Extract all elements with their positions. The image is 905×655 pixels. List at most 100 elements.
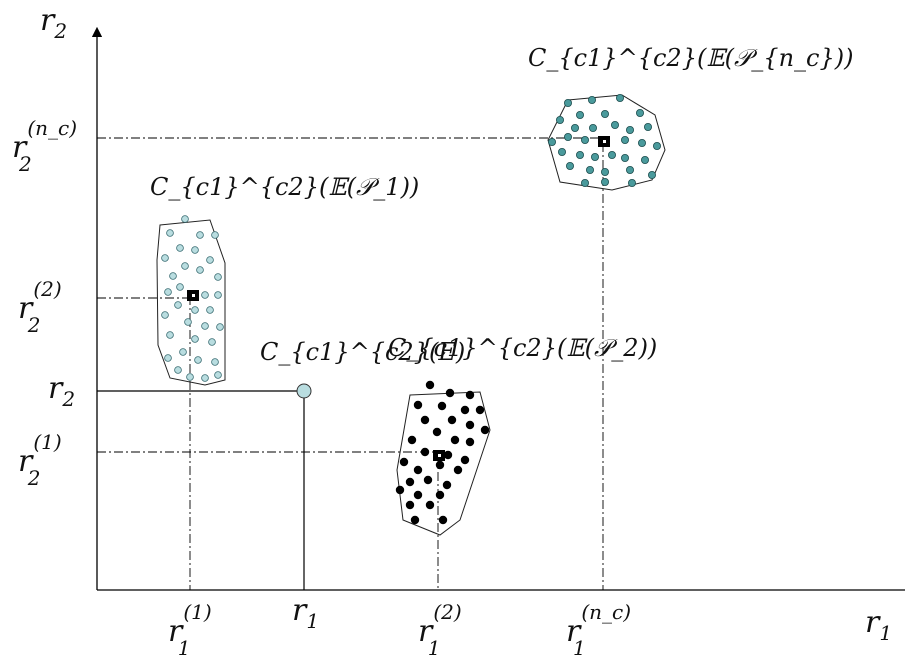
cluster-2-point-19: [413, 465, 423, 475]
cluster-nc-point-21: [608, 150, 617, 159]
cluster-1-point-23: [166, 331, 174, 339]
cluster-2-point-14: [465, 437, 475, 447]
cluster-2-point-15: [420, 447, 430, 457]
centroid-cluster-nc-dot: [603, 140, 606, 143]
cluster-nc-point-4: [601, 110, 610, 119]
cluster-1-point-20: [184, 318, 192, 326]
cluster-nc-point-29: [581, 178, 590, 187]
centroid-cluster-1-dot: [192, 294, 195, 297]
cluster-nc-point-14: [581, 135, 590, 144]
cluster-1-point-6: [161, 254, 169, 262]
cluster-1-points: [161, 215, 224, 382]
cluster-2-point-25: [395, 485, 405, 495]
cluster-2-point-27: [435, 490, 445, 500]
cluster-2-point-3: [413, 400, 423, 410]
cluster-nc-point-10: [626, 126, 635, 135]
point-e-lines: [97, 390, 305, 590]
annotation-cluster-2: C_{c1}^{c2}(𝔼(𝒫_2)): [388, 334, 657, 362]
cluster-nc-point-15: [621, 135, 630, 144]
x-tick-r1-2: r(2) 1: [418, 600, 462, 655]
y-tick-r2-1: r(1) 2: [18, 430, 62, 490]
cluster-2-point-11: [480, 425, 490, 435]
cluster-1-point-9: [196, 266, 204, 274]
cluster-2-point-26: [413, 490, 423, 500]
cluster-1-point-7: [206, 256, 214, 264]
cluster-1-point-19: [161, 311, 169, 319]
cluster-2-point-29: [425, 500, 435, 510]
annotation-cluster-1: C_{c1}^{c2}(𝔼(𝒫_1)): [150, 173, 419, 201]
cluster-1-point-2: [196, 231, 204, 239]
cluster-nc-point-22: [621, 153, 630, 162]
cluster-nc-point-12: [548, 137, 557, 146]
cluster-1-point-4: [176, 244, 184, 252]
cluster-1-point-11: [214, 273, 222, 281]
cluster-1-point-21: [201, 322, 209, 330]
cluster-nc-point-25: [586, 165, 595, 174]
cluster-nc-point-16: [638, 138, 647, 147]
cluster-2-point-13: [450, 435, 460, 445]
x-axis-label: r1: [865, 605, 892, 645]
cluster-nc-point-2: [616, 94, 625, 103]
cluster-1-point-22: [216, 323, 224, 331]
cluster-nc-point-27: [626, 165, 635, 174]
cluster-1-point-10: [169, 272, 177, 280]
cluster-nc-point-3: [576, 111, 585, 120]
annotation-cluster-nc: C_{c1}^{c2}(𝔼(𝒫_{n_c})): [528, 44, 853, 72]
cluster-2-point-4: [437, 401, 447, 411]
cluster-1-point-32: [201, 374, 209, 382]
cluster-2-point-12: [407, 435, 417, 445]
y-tick-r2-2: r(2) 2: [18, 277, 62, 337]
cluster-1-point-18: [206, 306, 214, 314]
cluster-nc-point-1: [588, 96, 597, 105]
cluster-2-hull: [396, 391, 491, 536]
cluster-1-point-26: [179, 348, 187, 356]
cluster-1-point-28: [194, 356, 202, 364]
cluster-2-point-0: [425, 380, 435, 390]
cluster-2-point-1: [445, 388, 455, 398]
cluster-2-point-31: [410, 515, 420, 525]
cluster-1-point-14: [201, 291, 209, 299]
cluster-nc-point-20: [591, 152, 600, 161]
y-tick-r2-nc: r(n_c) 2: [12, 116, 77, 176]
cluster-nc-point-13: [564, 132, 573, 141]
cluster-nc-point-23: [641, 155, 650, 164]
cluster-1-point-17: [191, 306, 199, 314]
cluster-2-point-8: [447, 415, 457, 425]
centroid-markers: [187, 136, 610, 461]
cluster-2-point-16: [443, 450, 453, 460]
cluster-nc-point-6: [556, 116, 565, 125]
cluster-1-point-30: [174, 366, 182, 374]
cluster-2-points: [395, 380, 490, 525]
cluster-nc-points: [548, 94, 662, 187]
cluster-1-point-33: [214, 371, 222, 379]
cluster-1-point-15: [214, 291, 222, 299]
cluster-nc-point-11: [644, 123, 653, 132]
cluster-1-point-13: [176, 283, 184, 291]
cluster-2-point-10: [432, 427, 442, 437]
point-e: [296, 383, 312, 399]
cluster-1-point-24: [191, 335, 199, 343]
cluster-nc-point-7: [571, 124, 580, 133]
x-tick-r1-nc: r(n_c) 1: [566, 600, 631, 655]
cluster-1-point-25: [208, 338, 216, 346]
cluster-1-point-3: [211, 231, 219, 239]
cluster-2-point-18: [399, 457, 409, 467]
cluster-2-point-22: [405, 477, 415, 487]
y-tick-r2: r2: [48, 371, 75, 411]
cluster-2-point-23: [423, 475, 433, 485]
cluster-nc-point-8: [589, 124, 598, 133]
cluster-2-point-20: [435, 460, 445, 470]
cluster-nc-point-0: [564, 99, 573, 108]
cluster-nc-point-28: [648, 170, 657, 179]
cluster-nc-point-9: [611, 121, 620, 130]
cluster-2-point-6: [475, 405, 485, 415]
cluster-1-point-29: [211, 358, 219, 366]
cluster-2-point-30: [438, 515, 448, 525]
cluster-1-point-31: [186, 373, 194, 381]
guide-lines: [97, 137, 604, 590]
cluster-nc-point-26: [601, 167, 610, 176]
cluster-nc-point-30: [601, 177, 610, 186]
cluster-1-point-5: [191, 246, 199, 254]
